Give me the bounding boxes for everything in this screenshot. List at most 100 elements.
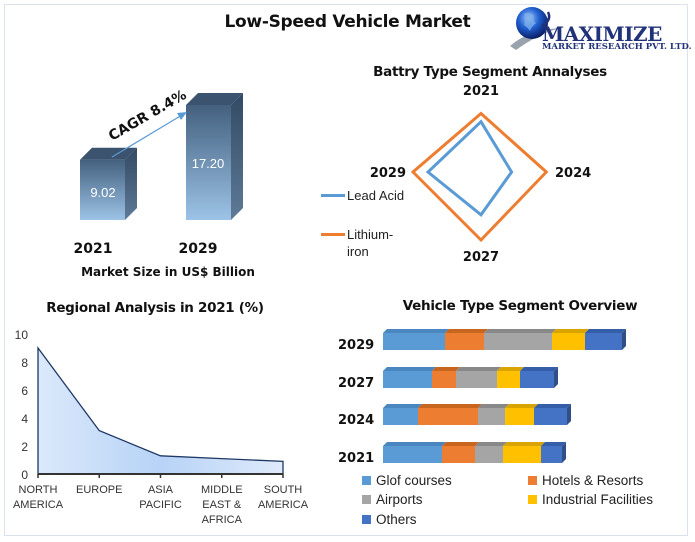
legend-label: Hotels & Resorts bbox=[542, 473, 644, 488]
y-tick-label: 2 bbox=[21, 440, 28, 454]
stack-segment-top bbox=[432, 367, 460, 371]
y-tick-label: 8 bbox=[21, 356, 28, 370]
radar-axis-label: 2021 bbox=[463, 84, 499, 99]
x-tick-label: MIDDLE bbox=[201, 484, 243, 496]
legend-swatch-icon bbox=[528, 476, 537, 485]
regional-area-chart: 0 2 4 6 8 10 NORTH AMERICA EUROPE ASIA PACIFIC MIDD… bbox=[13, 328, 309, 526]
stack-segment bbox=[442, 446, 475, 463]
legend-line-icon bbox=[321, 233, 345, 236]
y-tick-label: 10 bbox=[15, 328, 29, 342]
legend-item-golf: Glof courses bbox=[362, 473, 452, 488]
stack-segment bbox=[534, 408, 567, 425]
stack-segment-top bbox=[478, 404, 509, 408]
radar-series-lead-acid bbox=[425, 119, 514, 217]
bar-side bbox=[125, 147, 137, 220]
y-tick-label: 6 bbox=[21, 384, 28, 398]
cagr-arrowhead-icon bbox=[177, 112, 187, 120]
x-tick-label: AFRICA bbox=[202, 514, 243, 526]
legend-swatch-icon bbox=[362, 515, 371, 524]
stack-segment-top bbox=[541, 442, 566, 446]
stack-segment-top bbox=[445, 329, 488, 333]
x-tick-label: SOUTH bbox=[264, 484, 303, 496]
stack-segment bbox=[497, 371, 520, 388]
stack-segment-top bbox=[456, 367, 501, 371]
x-tick-label: NORTH bbox=[19, 484, 58, 496]
stack-segment bbox=[456, 371, 497, 388]
stack-segment-top bbox=[585, 329, 626, 333]
stack-segment-top bbox=[442, 442, 479, 446]
x-tick-label: AMERICA bbox=[13, 499, 64, 511]
stack-category-label: 2024 bbox=[338, 413, 374, 428]
radar-series-lithium-iron bbox=[410, 111, 549, 243]
ms-category-label: 2029 bbox=[179, 241, 218, 257]
stack-segment bbox=[445, 333, 484, 350]
stack-segment bbox=[383, 371, 432, 388]
legend-item-industrial: Industrial Facilities bbox=[528, 492, 653, 507]
vehicle-title: Vehicle Type Segment Overview bbox=[402, 298, 638, 314]
legend-line-icon bbox=[321, 194, 345, 197]
stack-segment-top bbox=[383, 442, 446, 446]
y-tick-label: 0 bbox=[21, 468, 28, 482]
radar-axis-label: 2027 bbox=[463, 250, 499, 265]
stack-segment-top bbox=[418, 404, 482, 408]
stack-segment-top bbox=[534, 404, 571, 408]
legend-label: Glof courses bbox=[376, 473, 452, 488]
stack-segment bbox=[432, 371, 456, 388]
bar-top bbox=[186, 93, 243, 105]
x-tick-label: EUROPE bbox=[76, 484, 122, 496]
stack-segment-top bbox=[552, 329, 589, 333]
stack-segment bbox=[478, 408, 505, 425]
radar-axis-label: 2029 bbox=[370, 166, 406, 181]
radar-title: Battry Type Segment Annalyses bbox=[373, 64, 607, 80]
stack-end-cap bbox=[622, 329, 626, 350]
market-size-bar bbox=[186, 105, 231, 220]
stack-segment-top bbox=[383, 329, 449, 333]
legend-label: Industrial Facilities bbox=[542, 492, 654, 507]
x-tick-label: PACIFIC bbox=[139, 499, 182, 511]
ms-value-label: 9.02 bbox=[90, 185, 115, 200]
stack-segment bbox=[475, 446, 503, 463]
stack-end-cap bbox=[567, 404, 571, 425]
stack-segment bbox=[520, 371, 554, 388]
area-fill bbox=[38, 348, 283, 474]
infographic-frame bbox=[4, 4, 688, 536]
stack-category-label: 2027 bbox=[338, 376, 374, 391]
stack-segment-top bbox=[497, 367, 524, 371]
logo-subtitle: MARKET RESEARCH PVT. LTD. bbox=[542, 42, 692, 52]
legend-item-others: Others bbox=[362, 512, 417, 527]
legend-item-hotels: Hotels & Resorts bbox=[528, 473, 643, 488]
stack-end-cap bbox=[562, 442, 566, 463]
x-tick-label: AMERICA bbox=[258, 499, 309, 511]
ms-value-label: 17.20 bbox=[192, 156, 225, 171]
ms-category-label: 2021 bbox=[74, 241, 113, 257]
stack-segment-top bbox=[383, 404, 422, 408]
market-size-bar bbox=[80, 159, 125, 220]
legend-label: Lithium-iron bbox=[347, 227, 394, 259]
stack-segment bbox=[418, 408, 478, 425]
ms-axis-label: Market Size in US$ Billion bbox=[81, 265, 255, 279]
stack-segment-top bbox=[383, 367, 436, 371]
stack-segment-top bbox=[484, 329, 556, 333]
vehicle-stacked-chart: 2029 2027 2024 2021 bbox=[338, 329, 626, 466]
stack-segment bbox=[541, 446, 562, 463]
legend-swatch-icon bbox=[362, 476, 371, 485]
bar-side bbox=[231, 93, 243, 220]
globe-icon bbox=[510, 7, 560, 50]
legend-label: Lead Acid bbox=[347, 188, 405, 203]
area-line bbox=[37, 346, 284, 474]
stack-segment bbox=[383, 408, 418, 425]
stack-category-label: 2029 bbox=[338, 338, 374, 353]
stack-segment bbox=[585, 333, 622, 350]
legend-label: Airports bbox=[376, 492, 423, 507]
legend-item-airports: Airports bbox=[362, 492, 423, 507]
stack-segment-top bbox=[505, 404, 538, 408]
legend-item-lead-acid: Lead Acid bbox=[321, 188, 404, 203]
stack-segment-top bbox=[503, 442, 545, 446]
stack-segment bbox=[503, 446, 541, 463]
company-logo: MAXIMIZE MARKET RESEARCH PVT. LTD. bbox=[508, 4, 693, 56]
regional-title: Regional Analysis in 2021 (%) bbox=[46, 300, 264, 316]
stack-segment-top bbox=[475, 442, 507, 446]
legend-swatch-icon bbox=[528, 495, 537, 504]
stack-segment bbox=[383, 446, 442, 463]
stack-segment bbox=[552, 333, 585, 350]
